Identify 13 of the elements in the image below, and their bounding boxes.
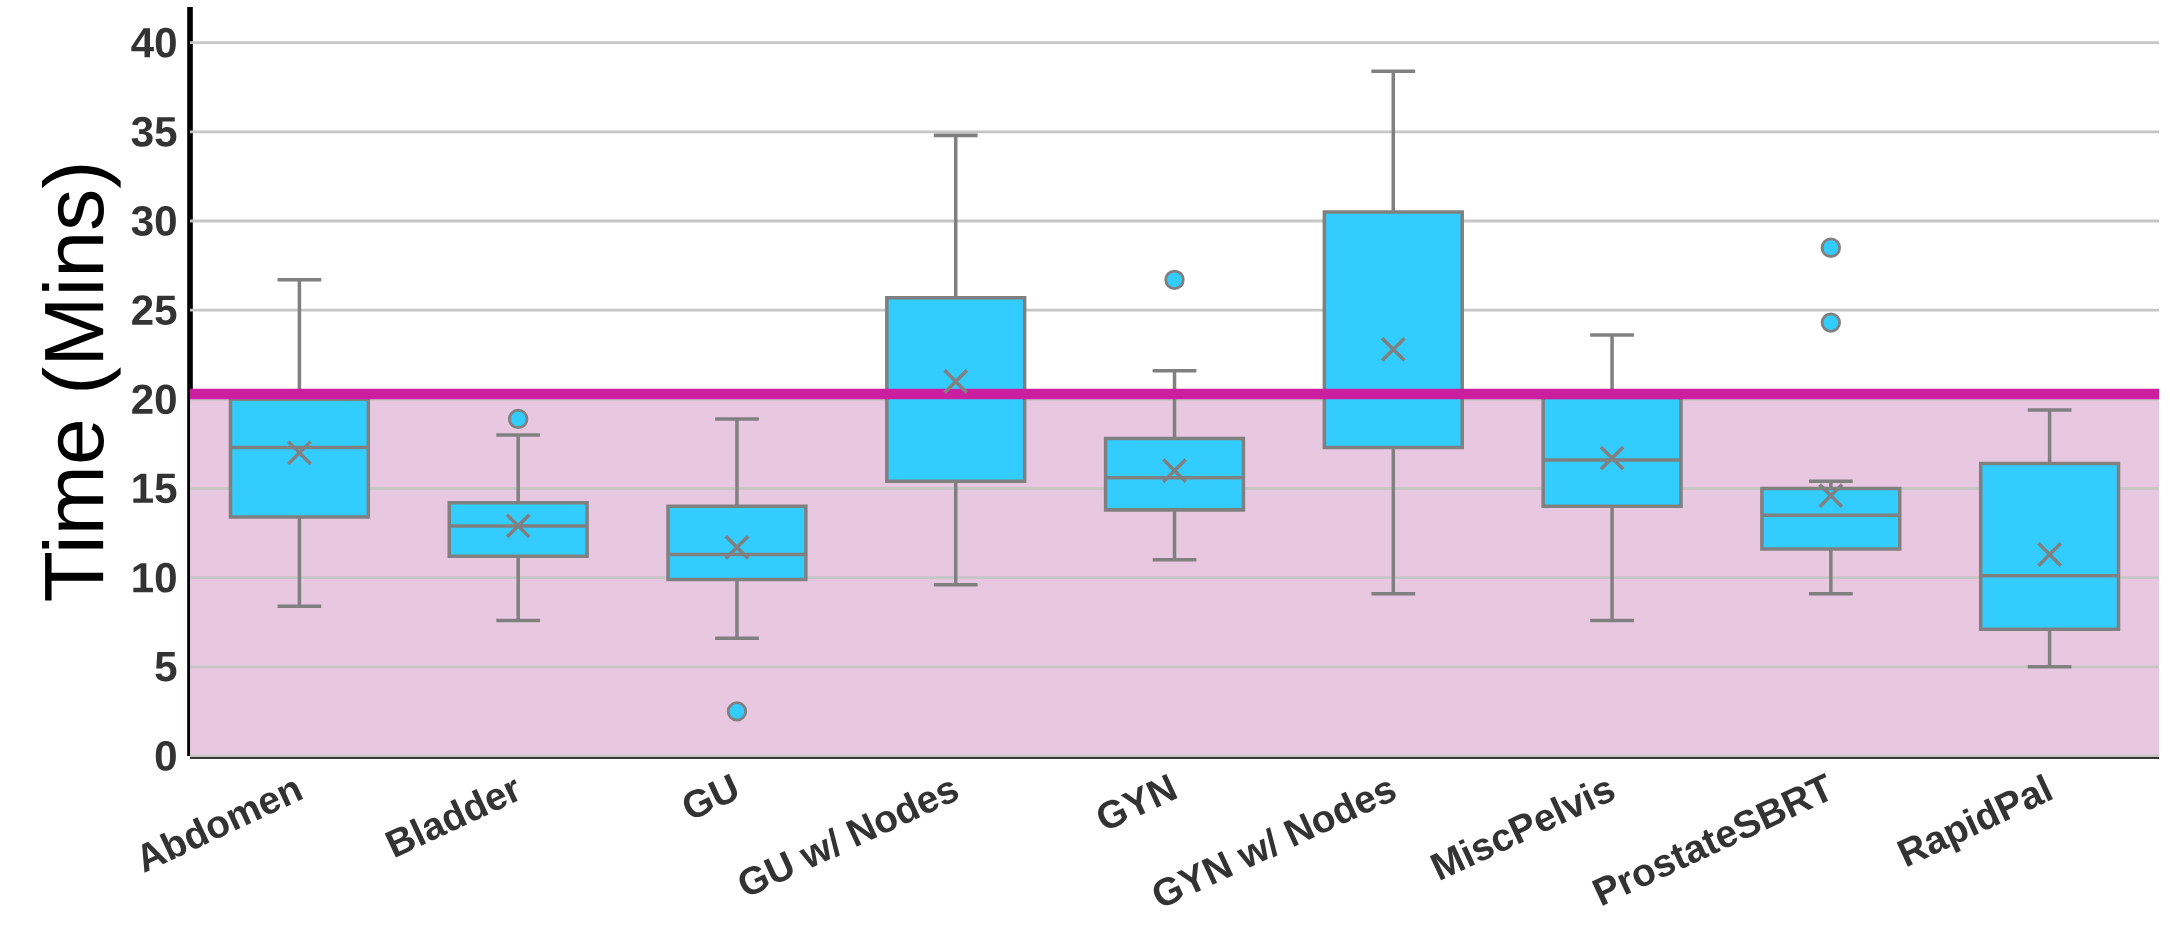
x-tick-label: GU: [683, 773, 738, 818]
y-tick-label: 25: [132, 295, 177, 326]
y-tick-label: 30: [131, 206, 176, 236]
y-tick-label: 0: [155, 741, 176, 771]
x-tick-label: GU w/ Nodes: [739, 782, 959, 895]
x-tick-label: GYN: [1098, 773, 1178, 828]
y-axis-title: Time (Mins): [42, 165, 121, 601]
y-tick-label: 15: [133, 473, 177, 504]
y-tick-label: 35: [131, 116, 177, 147]
y-tick-label: 20: [132, 384, 176, 415]
y-tick-label: 5: [155, 652, 177, 682]
y-tick-label: 40: [131, 27, 176, 58]
y-tick-label: 10: [133, 562, 176, 593]
